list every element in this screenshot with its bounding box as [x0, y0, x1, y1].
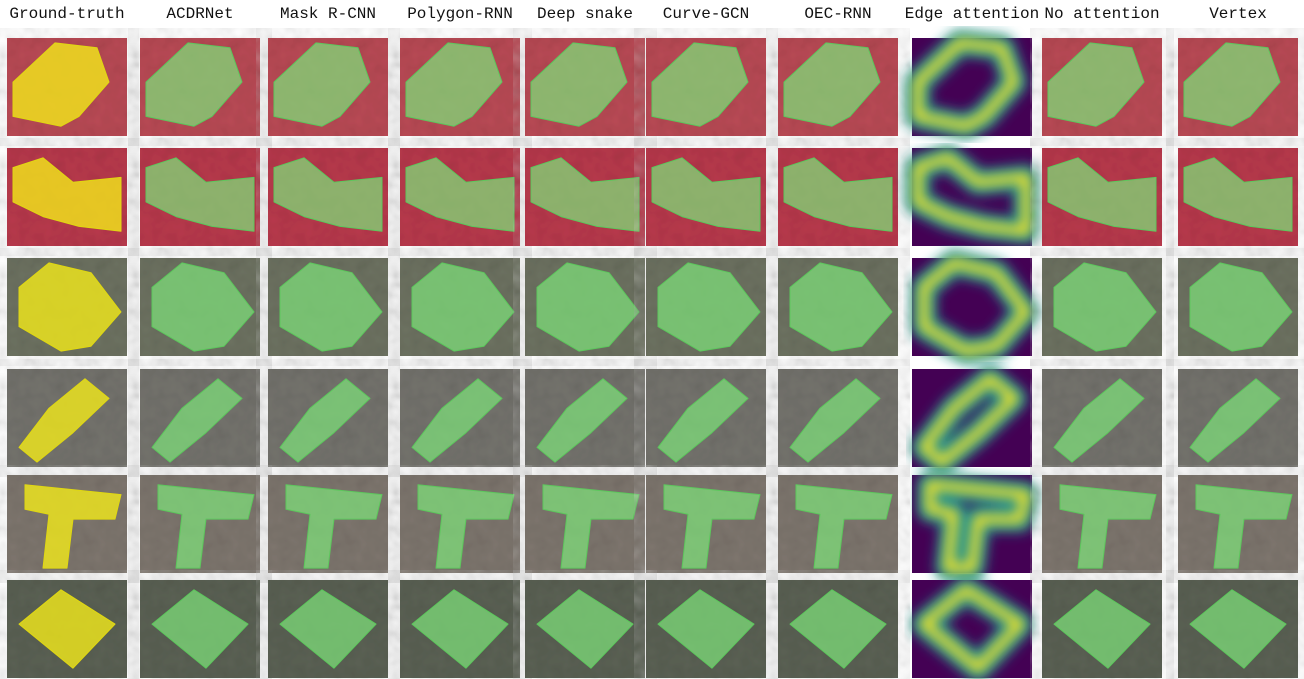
image-tile [7, 369, 127, 467]
image-tile [778, 369, 898, 467]
image-tile [1042, 258, 1162, 356]
image-tile [1042, 369, 1162, 467]
image-tile [268, 148, 388, 246]
image-tile [525, 580, 645, 678]
image-tile [268, 475, 388, 573]
image-tile [1178, 258, 1298, 356]
image-tile [268, 258, 388, 356]
image-tile [778, 258, 898, 356]
column-header: OEC-RNN [804, 5, 871, 23]
image-tile [778, 580, 898, 678]
image-tile [646, 38, 766, 136]
image-tile [525, 258, 645, 356]
column-header: ACDRNet [166, 5, 233, 23]
image-tile [1042, 38, 1162, 136]
image-tile [912, 148, 1032, 246]
image-tile [646, 475, 766, 573]
image-tile [912, 38, 1032, 136]
figure: Ground-truth ACDRNet Mask R-CNN Polygon-RNN… [0, 0, 1304, 679]
column-header: Mask R-CNN [280, 5, 376, 23]
image-tile [400, 475, 520, 573]
image-tile [400, 38, 520, 136]
image-tile [525, 148, 645, 246]
image-tile [778, 148, 898, 246]
image-tile [268, 38, 388, 136]
image-tile [1042, 580, 1162, 678]
image-tile [912, 258, 1032, 356]
image-tile [268, 580, 388, 678]
image-tile [140, 475, 260, 573]
column-header: Edge attention [905, 5, 1039, 23]
image-tile [778, 475, 898, 573]
image-tile [912, 369, 1032, 467]
image-tile [1178, 369, 1298, 467]
column-header: Deep snake [537, 5, 633, 23]
image-tile [1042, 475, 1162, 573]
image-tile [140, 38, 260, 136]
column-header: Ground-truth [9, 5, 124, 23]
image-tile [1178, 475, 1298, 573]
image-tile [140, 369, 260, 467]
image-tile [646, 369, 766, 467]
image-tile [525, 38, 645, 136]
image-tile [912, 580, 1032, 678]
image-tile [1042, 148, 1162, 246]
column-header: Vertex [1209, 5, 1267, 23]
image-tile [268, 369, 388, 467]
image-tile [400, 369, 520, 467]
image-tile [778, 38, 898, 136]
image-tile [912, 475, 1032, 573]
image-tile [525, 369, 645, 467]
column-header: Curve-GCN [663, 5, 749, 23]
image-tile [7, 148, 127, 246]
image-tile [7, 258, 127, 356]
image-tile [7, 580, 127, 678]
image-tile [140, 258, 260, 356]
column-header: Polygon-RNN [407, 5, 513, 23]
image-tile [1178, 148, 1298, 246]
image-tile [646, 580, 766, 678]
image-tile [400, 258, 520, 356]
image-tile [400, 580, 520, 678]
image-tile [1178, 38, 1298, 136]
column-header: No attention [1044, 5, 1159, 23]
image-tile [646, 258, 766, 356]
image-tile [400, 148, 520, 246]
image-tile [140, 148, 260, 246]
image-tile [646, 148, 766, 246]
image-tile [1178, 580, 1298, 678]
image-tile [7, 475, 127, 573]
image-tile [525, 475, 645, 573]
image-tile [7, 38, 127, 136]
image-tile [140, 580, 260, 678]
